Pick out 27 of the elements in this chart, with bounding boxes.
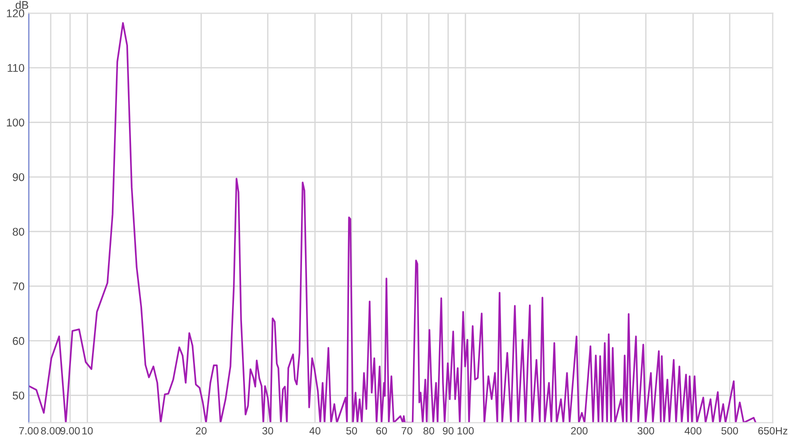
x-tick-label: 20 [196, 427, 207, 434]
x-tick-label: 9.00 [60, 427, 80, 434]
x-tick-label: 10 [82, 427, 93, 434]
y-axis-title: dB [16, 0, 28, 9]
x-tick-label: 8.00 [41, 427, 60, 434]
x-tick-label: 30 [262, 427, 274, 434]
x-tick-label: 50 [346, 427, 358, 434]
x-tick-label: 80 [423, 427, 434, 434]
y-tick-label: 60 [12, 337, 24, 345]
y-tick-label: 110 [8, 64, 24, 72]
x-tick-label: 400 [684, 427, 702, 434]
x-tick-label: 300 [638, 427, 654, 434]
y-tick-label: 120 [6, 9, 24, 18]
x-tick-label: 200 [571, 427, 588, 434]
x-tick-label: 7.00 [19, 427, 39, 434]
x-tick-label: 500 [721, 427, 738, 434]
x-tick-label: 40 [309, 427, 320, 434]
y-tick-label: 100 [6, 118, 24, 126]
y-tick-label: 70 [12, 282, 24, 290]
x-tick-label: 650Hz [758, 427, 788, 434]
y-tick-label: 50 [12, 392, 24, 400]
x-tick-label: 100 [458, 427, 474, 434]
x-tick-label: 70 [402, 427, 412, 434]
x-tick-label: 90 [442, 427, 454, 434]
y-tick-label: 90 [12, 173, 24, 182]
y-tick-label: 80 [12, 228, 24, 236]
x-tick-label: 60 [376, 427, 387, 434]
